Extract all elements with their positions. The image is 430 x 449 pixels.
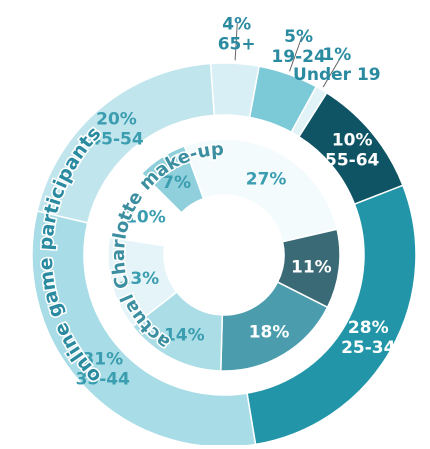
segment-label: 5% 19-24 <box>271 27 326 67</box>
value-label: 31% <box>82 349 123 369</box>
value-label: 14% <box>164 326 205 346</box>
segment-label: 13% <box>118 269 159 289</box>
category-label: 65+ <box>218 34 256 54</box>
segment-label: 10% 55-64 <box>325 131 380 171</box>
value-label: 28% <box>348 318 389 338</box>
segment-label: 14% <box>164 326 205 346</box>
segment-label: 10% <box>125 207 166 227</box>
value-label: 20% <box>96 110 137 130</box>
value-label: 5% <box>284 27 313 47</box>
segment-label: 7% <box>162 173 191 193</box>
value-label: 13% <box>118 269 159 289</box>
category-label: 19-24 <box>271 47 326 67</box>
value-label: 18% <box>249 323 290 343</box>
leader-line <box>234 23 238 61</box>
segment-label: 4% 65+ <box>218 14 256 54</box>
value-label: 10% <box>332 131 373 151</box>
segment-label: 11% <box>291 258 332 278</box>
category-label: 45-54 <box>89 130 144 150</box>
value-label: 27% <box>246 170 287 190</box>
donut-segment <box>183 138 339 243</box>
category-label: Under 19 <box>293 65 381 85</box>
segment-label: 31% 35-44 <box>76 349 131 389</box>
segment-label: 20% 45-54 <box>89 110 144 150</box>
segment-label: 18% <box>249 323 290 343</box>
segment-label: 28% 25-34 <box>341 318 396 358</box>
value-label: 4% <box>222 14 251 34</box>
category-label: 55-64 <box>325 151 380 171</box>
leader-line <box>289 36 303 72</box>
leader-line <box>322 54 343 88</box>
donut-segment <box>36 62 216 224</box>
category-label: 35-44 <box>76 369 131 389</box>
value-label: 7% <box>162 173 191 193</box>
value-label: 10% <box>125 207 166 227</box>
category-label: 25-34 <box>341 338 396 358</box>
donut-segment <box>31 210 257 448</box>
value-label: 11% <box>291 258 332 278</box>
value-label: 1% <box>322 45 351 65</box>
segment-label: 27% <box>246 170 287 190</box>
donut-segment <box>140 145 205 214</box>
segment-label: 1% Under 19 <box>293 45 381 85</box>
